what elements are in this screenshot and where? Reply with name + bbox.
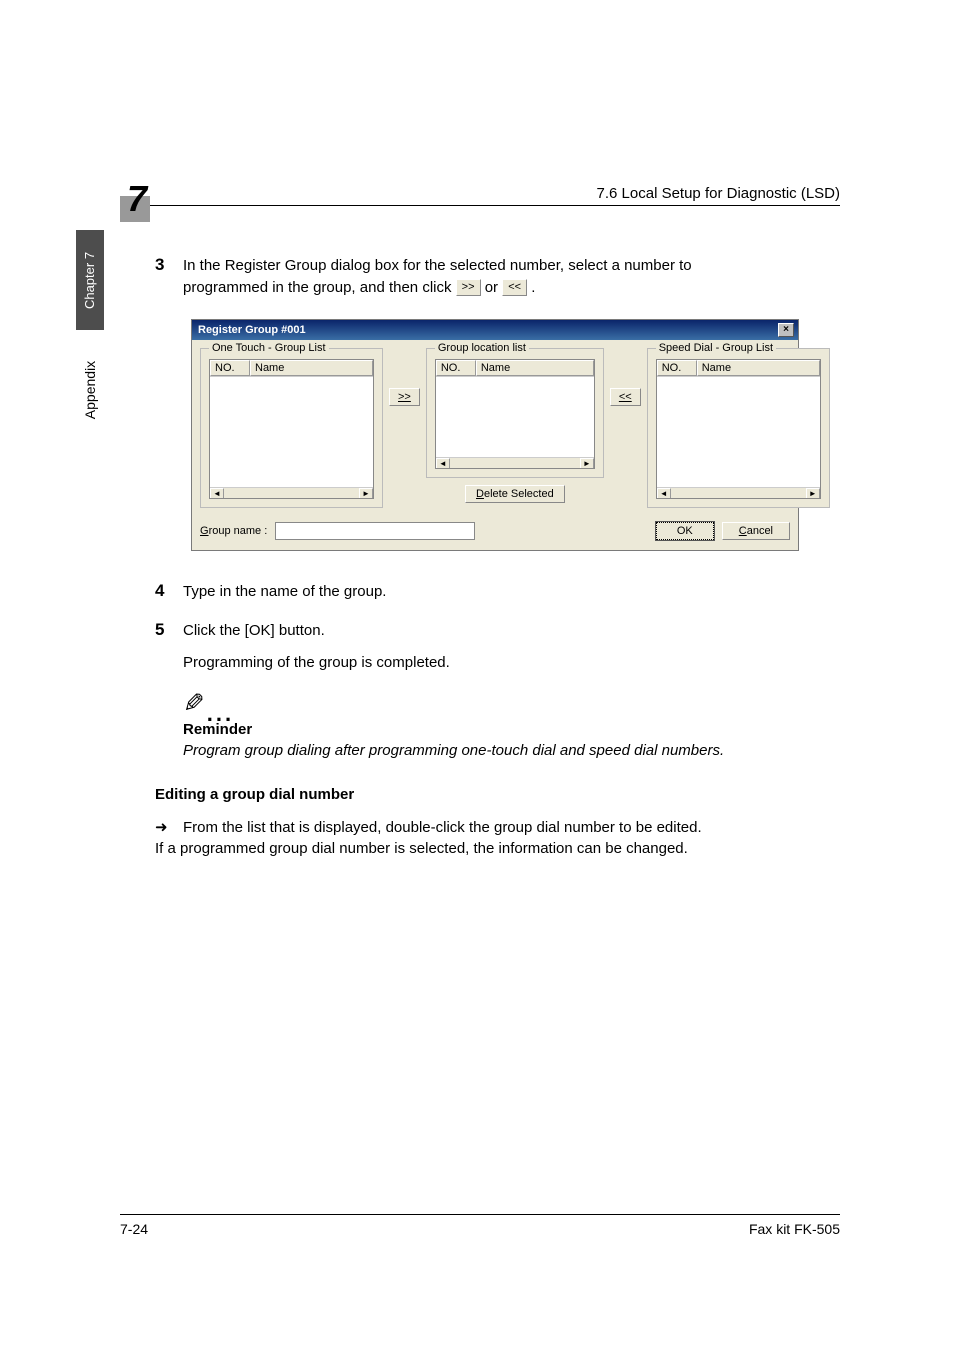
scroll-left-icon-2[interactable]: ◄ <box>436 458 450 469</box>
side-label-appendix: Appendix <box>76 340 104 440</box>
step-3: 3 In the Register Group dialog box for t… <box>155 255 840 299</box>
move-right-button[interactable]: >> <box>389 388 420 406</box>
scroll-left-icon-3[interactable]: ◄ <box>657 488 671 499</box>
step-4-body: Type in the name of the group. <box>183 581 386 603</box>
inline-move-right-btn: >> <box>456 279 481 296</box>
dots-icon: ... <box>207 709 234 719</box>
group-name-input[interactable] <box>275 522 475 540</box>
step-4: 4 Type in the name of the group. <box>155 581 840 603</box>
scroll-left-icon[interactable]: ◄ <box>210 488 224 499</box>
side-tab-chapter: Chapter 7 <box>76 230 104 330</box>
step-3-body: In the Register Group dialog box for the… <box>183 255 692 299</box>
chapter-number: 7 <box>127 178 147 220</box>
cancel-button[interactable]: Cancel <box>722 522 790 540</box>
scroll-right-icon-2[interactable]: ► <box>580 458 594 469</box>
close-icon[interactable]: × <box>778 323 794 337</box>
step-5: 5 Click the [OK] button. <box>155 620 840 642</box>
group-location-box: Group location list NO. Name ◄ ► <box>426 348 604 478</box>
h-scrollbar[interactable]: ◄ ► <box>210 487 373 499</box>
page-content: 3 In the Register Group dialog box for t… <box>155 255 840 860</box>
one-touch-group-box: One Touch - Group List NO. Name ◄ ► <box>200 348 383 508</box>
dialog-title: Register Group #001 <box>198 324 306 336</box>
pen-icon: ✎ <box>183 688 205 719</box>
arrow-icon: ➜ <box>155 817 183 839</box>
dialog-footer: Group name : OK Cancel <box>192 516 798 550</box>
editing-heading: Editing a group dial number <box>155 786 840 803</box>
reminder-body: Program group dialing after programming … <box>183 740 840 762</box>
col-no-header-3[interactable]: NO. <box>657 360 697 376</box>
speed-dial-listview[interactable]: NO. Name ◄ ► <box>656 359 821 499</box>
step-3-num: 3 <box>155 255 183 299</box>
step-5-num: 5 <box>155 620 183 642</box>
col-no-header-2[interactable]: NO. <box>436 360 476 376</box>
col-no-header[interactable]: NO. <box>210 360 250 376</box>
move-left-column: << <box>610 348 641 406</box>
delete-selected-button[interactable]: Delete Selected <box>465 485 565 503</box>
header-section: 7.6 Local Setup for Diagnostic (LSD) <box>597 185 840 202</box>
middle-column: Group location list NO. Name ◄ ► <box>426 348 604 503</box>
group-location-legend: Group location list <box>435 342 529 354</box>
one-touch-legend: One Touch - Group List <box>209 342 329 354</box>
ok-button[interactable]: OK <box>656 522 714 540</box>
group-location-listview[interactable]: NO. Name ◄ ► <box>435 359 595 469</box>
reminder-heading: Reminder <box>183 721 840 738</box>
h-scrollbar-2[interactable]: ◄ ► <box>436 457 594 469</box>
footer-product: Fax kit FK-505 <box>749 1221 840 1237</box>
move-right-column: >> <box>389 348 420 406</box>
one-touch-listview[interactable]: NO. Name ◄ ► <box>209 359 374 499</box>
step-5-result: Programming of the group is completed. <box>183 652 840 674</box>
step-5-body: Click the [OK] button. <box>183 620 325 642</box>
dialog-screenshot: Register Group #001 × One Touch - Group … <box>191 319 840 551</box>
col-name-header[interactable]: Name <box>250 360 373 376</box>
footer-page-number: 7-24 <box>120 1221 148 1237</box>
edit-line2: If a programmed group dial number is sel… <box>155 838 840 860</box>
edit-step: ➜ From the list that is displayed, doubl… <box>155 817 840 839</box>
speed-dial-legend: Speed Dial - Group List <box>656 342 776 354</box>
group-name-label: Group name : <box>200 525 267 537</box>
inline-move-left-btn: << <box>502 279 527 296</box>
footer-rule <box>120 1214 840 1215</box>
register-group-dialog: Register Group #001 × One Touch - Group … <box>191 319 799 551</box>
col-name-header-2[interactable]: Name <box>476 360 594 376</box>
col-name-header-3[interactable]: Name <box>697 360 820 376</box>
reminder-icon-row: ✎ ... <box>183 688 840 719</box>
move-left-button[interactable]: << <box>610 388 641 406</box>
header-rule <box>120 205 840 206</box>
scroll-right-icon-3[interactable]: ► <box>806 488 820 499</box>
scroll-right-icon[interactable]: ► <box>359 488 373 499</box>
speed-dial-group-box: Speed Dial - Group List NO. Name ◄ ► <box>647 348 830 508</box>
step-4-num: 4 <box>155 581 183 603</box>
h-scrollbar-3[interactable]: ◄ ► <box>657 487 820 499</box>
dialog-titlebar: Register Group #001 × <box>192 320 798 340</box>
edit-line1: From the list that is displayed, double-… <box>183 817 702 839</box>
